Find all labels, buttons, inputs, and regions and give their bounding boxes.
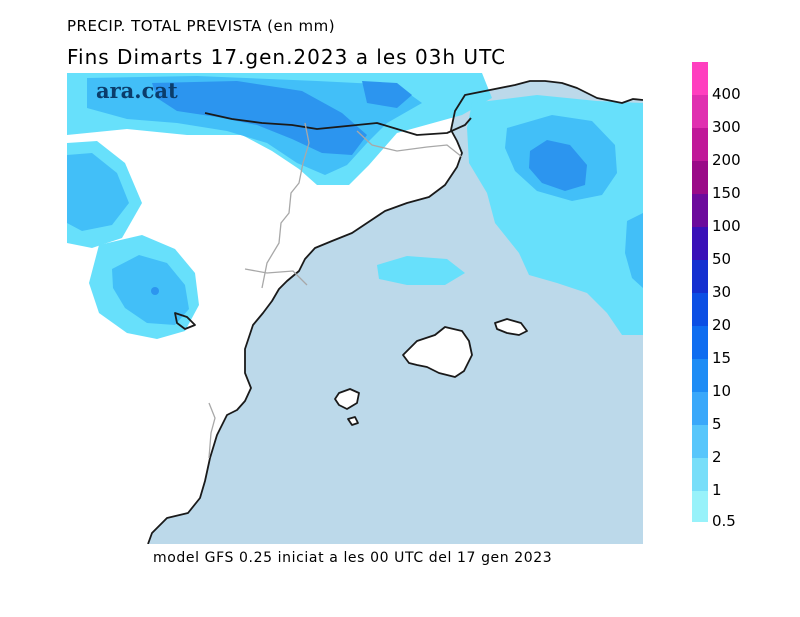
islands [334,318,528,426]
legend-swatch-20 [692,293,708,326]
border-line-north [261,122,310,289]
precip-core-east-edge [625,213,643,288]
legend-swatch-15 [692,326,708,359]
legend-swatch-100 [692,194,708,227]
legend-label-30: 30 [712,283,732,301]
island-mallorca [402,326,473,378]
legend-swatch-400 [692,62,708,95]
precip-core-west [67,153,129,231]
legend-label-1: 1 [712,481,722,499]
legend-swatch-2 [692,425,708,458]
legend-label-300: 300 [712,118,741,136]
precipitation-map: ara.cat [67,73,643,544]
legend-label-20: 20 [712,316,732,334]
legend-label-150: 150 [712,184,741,202]
island-ibiza [334,388,360,410]
land-mass [67,73,643,544]
legend-swatch-300 [692,95,708,128]
legend-label-2: 2 [712,448,722,466]
internal-borders [208,122,463,459]
coastlines [147,80,643,544]
map-subtitle: Fins Dimarts 17.gen.2023 a les 03h UTC [67,45,507,69]
border-line-coast [208,402,216,459]
northern-border-line [204,112,472,136]
legend-label-10: 10 [712,382,732,400]
legend-swatch-10 [692,359,708,392]
precip-peak-northeast [529,140,587,191]
brand-logo: ara.cat [96,78,178,103]
precip-layer-heavy [151,81,587,295]
border-line-south [244,268,308,286]
legend-label-50: 50 [712,250,732,268]
legend-label-15: 15 [712,349,732,367]
mainland-coastline [147,80,643,544]
precip-peak-southwest [151,287,159,295]
precip-peak-north [152,81,367,155]
map-title: PRECIP. TOTAL PREVISTA (en mm) [67,17,336,35]
island-formentera [347,416,359,426]
island-menorca [494,318,528,336]
legend-label-100: 100 [712,217,741,235]
coast-mark-west [174,312,196,330]
precip-area-central-sea [377,256,465,285]
legend-label-200: 200 [712,151,741,169]
legend-swatch-200 [692,128,708,161]
legend-label-400: 400 [712,85,741,103]
legend-swatch-1 [692,458,708,491]
legend-swatch-0-5 [692,491,708,522]
precip-peak-north-small [362,81,412,108]
legend-swatch-30 [692,260,708,293]
legend-label-5: 5 [712,415,722,433]
legend-swatch-150 [692,161,708,194]
model-footer: model GFS 0.25 iniciat a les 00 UTC del … [153,550,553,566]
legend-swatch-50 [692,227,708,260]
border-line-northeast [356,130,463,158]
legend-swatch-5 [692,392,708,425]
precip-core-southwest [112,255,189,325]
legend-label-0-5: 0.5 [712,512,736,530]
